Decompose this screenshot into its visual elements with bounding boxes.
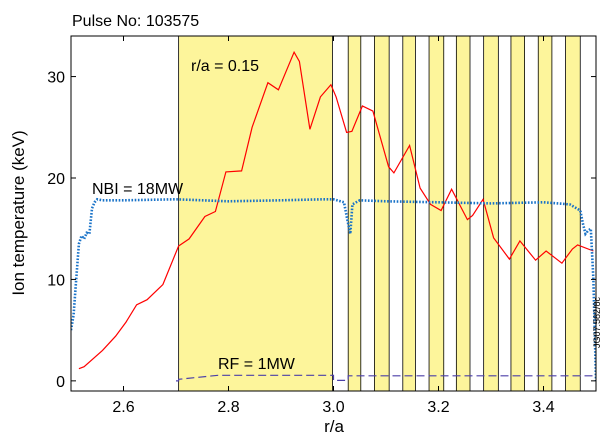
x-tick-label: 2.8 xyxy=(217,399,239,416)
shaded-band-7 xyxy=(483,36,499,391)
x-tick-label: 3.2 xyxy=(427,399,449,416)
series-layer xyxy=(71,50,596,382)
y-axis-label: Ion temperature (keV) xyxy=(9,130,28,295)
shaded-band-8 xyxy=(510,36,525,391)
figure-code: JG07.582/8c xyxy=(592,296,602,348)
series-line-rf xyxy=(176,374,596,382)
series-line-ion-temperature xyxy=(78,50,594,370)
shaded-band-9 xyxy=(538,36,552,391)
ticks: 2.6 2.8 3.0 3.2 3.4 0 10 20 30 xyxy=(47,36,596,416)
shaded-band-1 xyxy=(178,36,333,391)
shaded-regions xyxy=(178,36,581,391)
x-tick-label: 3.4 xyxy=(532,399,554,416)
shaded-band-10 xyxy=(565,36,581,391)
annotation-nbi: NBI = 18MW xyxy=(92,181,184,198)
chart-title: Pulse No: 103575 xyxy=(72,13,199,30)
y-tick-label: 30 xyxy=(47,70,65,87)
x-tick-label: 2.6 xyxy=(112,399,134,416)
annotation-ra: r/a = 0.15 xyxy=(191,58,259,75)
y-tick-label: 0 xyxy=(56,374,65,391)
shaded-band-6 xyxy=(456,36,470,391)
shaded-band-2 xyxy=(348,36,361,391)
shaded-band-4 xyxy=(402,36,416,391)
shaded-band-5 xyxy=(429,36,444,391)
x-axis-label: r/a xyxy=(324,417,344,436)
y-tick-label: 20 xyxy=(47,171,65,188)
annotation-rf: RF = 1MW xyxy=(218,356,296,373)
x-tick-label: 3.0 xyxy=(322,399,344,416)
y-tick-label: 10 xyxy=(47,272,65,289)
shaded-band-3 xyxy=(374,36,390,391)
